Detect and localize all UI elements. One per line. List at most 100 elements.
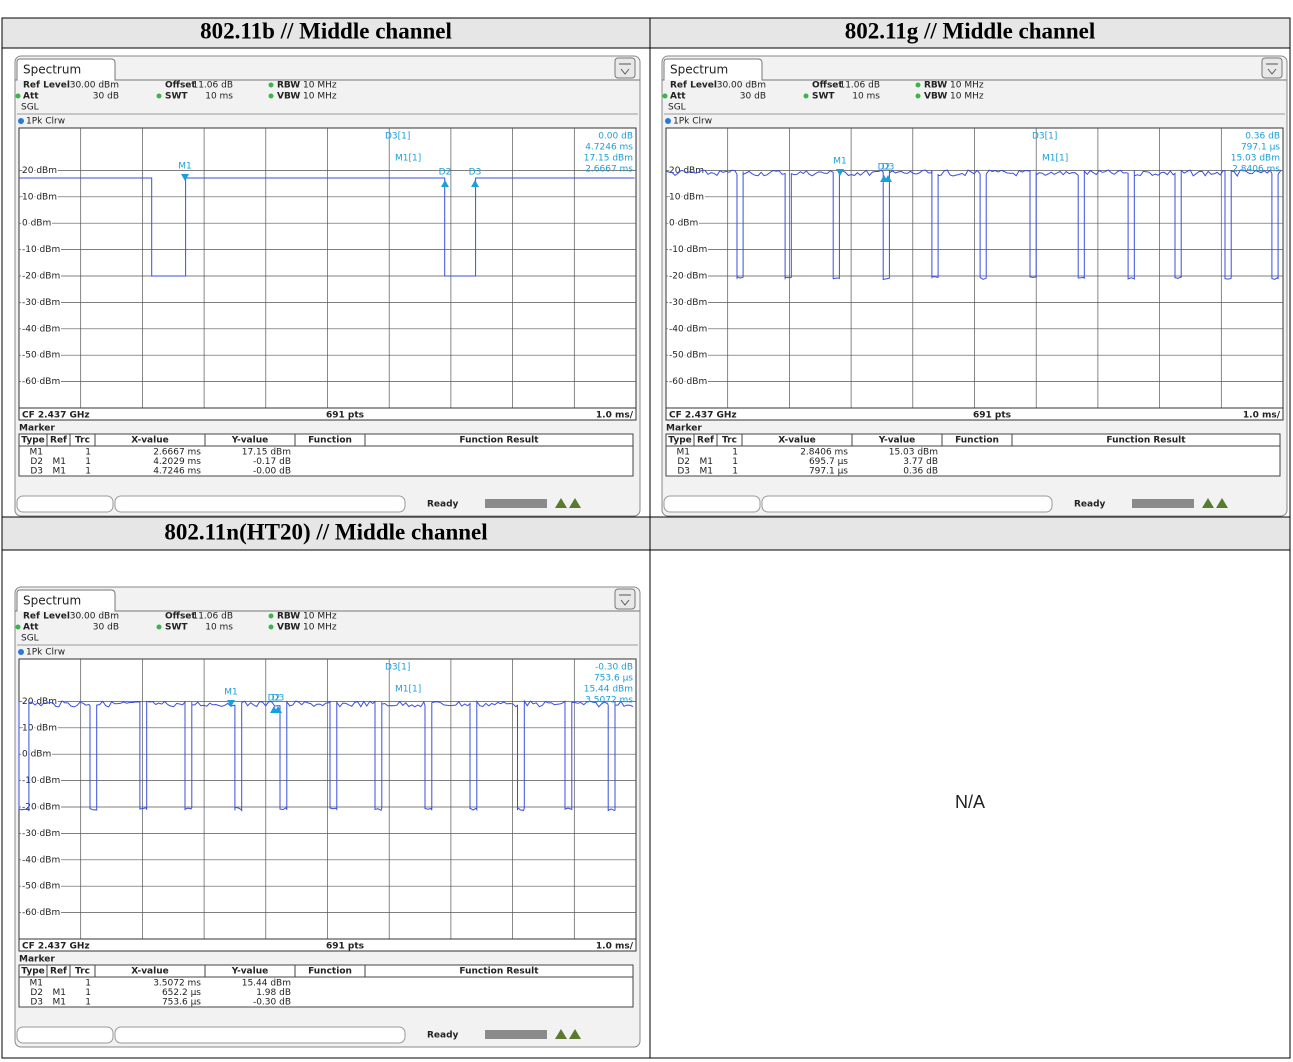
marker-info: 0.36 dB [1245, 132, 1280, 142]
setting-text: 30.00 dBm [70, 612, 119, 622]
marker-title: Marker [666, 424, 702, 434]
marker-tag: M1 [833, 157, 847, 167]
progress-bar [485, 499, 547, 508]
y-axis-label: -60 dBm [22, 908, 60, 918]
marker-cell: 15.44 dBm [242, 979, 291, 989]
mode-text: SGL [668, 103, 686, 113]
setting-text: 10 MHz [303, 81, 337, 91]
marker-cell: 1 [85, 998, 91, 1008]
setting-text: 10 MHz [950, 92, 984, 102]
trace-label: 1Pk Clrw [26, 648, 65, 658]
marker-tag: M1 [178, 162, 192, 172]
status-box [114, 495, 406, 513]
y-axis-label: 0 dBm [22, 219, 51, 229]
marker-table [665, 433, 1281, 477]
marker-cell: D2 [677, 457, 690, 467]
marker-info: 753.6 µs [594, 674, 633, 684]
setting-text: 30.00 dBm [70, 81, 119, 91]
footer-text: CF 2.437 GHz [22, 411, 90, 421]
footer-text: 691 pts [326, 942, 364, 952]
setting-text: 10 MHz [303, 92, 337, 102]
setting-text: 10 ms [205, 623, 233, 633]
marker-column: Type [21, 436, 44, 446]
setting-text: VBW [924, 92, 947, 102]
y-axis-label: -20 dBm [22, 272, 60, 282]
status-dot [15, 624, 21, 630]
marker-cell: D3 [677, 467, 690, 477]
marker-cell: M1 [30, 448, 44, 458]
tab-shape [15, 58, 640, 81]
marker-cell: 0.36 dB [903, 467, 938, 477]
marker-triangle [274, 706, 282, 713]
y-axis-label: -40 dBm [22, 855, 60, 865]
status-text: Ready [1074, 500, 1106, 510]
marker-column: Ref [50, 436, 67, 446]
marker-column: Trc [75, 967, 90, 977]
status-dot [156, 624, 162, 630]
trace-label: 1Pk Clrw [673, 117, 712, 127]
marker-cell: 1 [85, 448, 91, 458]
marker-cell: D3 [30, 998, 43, 1008]
setting-text: 10 MHz [950, 81, 984, 91]
y-axis-label: 0 dBm [22, 750, 51, 760]
marker-info: 15.03 dBm [1231, 154, 1280, 164]
trace-dot [665, 118, 671, 124]
setting-text: Ref Level [23, 612, 70, 622]
setting-text: RBW [924, 81, 947, 91]
marker-info: D3[1] [385, 132, 410, 142]
status-dot [268, 613, 274, 619]
status-box [16, 1026, 114, 1044]
footer-text: CF 2.437 GHz [22, 942, 90, 952]
setting-text: 30 dB [740, 92, 766, 102]
status-dot [803, 93, 809, 99]
marker-title: Marker [19, 424, 55, 434]
setting-text: 11.06 dB [192, 81, 233, 91]
setting-text: Offset [165, 81, 196, 91]
marker-info: 4.7246 ms [585, 143, 633, 153]
setting-text: VBW [277, 92, 300, 102]
status-dot [268, 82, 274, 88]
menu-icon [614, 57, 636, 79]
marker-cell: M1 [700, 457, 714, 467]
y-axis-label: 10 dBm [22, 192, 57, 202]
setting-text: 10 ms [852, 92, 880, 102]
footer-text: 1.0 ms/ [596, 411, 634, 421]
marker-cell: D2 [30, 457, 43, 467]
y-axis-label: -50 dBm [22, 351, 60, 361]
marker-cell: 1 [732, 448, 738, 458]
status-dot [915, 82, 921, 88]
marker-cell: 2.6667 ms [153, 448, 201, 458]
marker-triangle [884, 175, 892, 182]
y-axis-label: -60 dBm [669, 377, 707, 387]
table-border [1, 17, 1291, 1059]
y-axis-label: -10 dBm [669, 245, 707, 255]
marker-info: 17.15 dBm [584, 154, 633, 164]
marker-tag: D3 [469, 168, 482, 178]
marker-info: M1[1] [1042, 154, 1068, 164]
status-icon [555, 498, 581, 508]
setting-text: 10 MHz [303, 623, 337, 633]
y-axis-label: -30 dBm [22, 829, 60, 839]
marker-cell: 4.2029 ms [153, 457, 201, 467]
footer-bar [18, 938, 637, 952]
setting-text: SWT [165, 623, 188, 633]
setting-text: Att [23, 623, 39, 633]
menu-icon [1261, 57, 1283, 79]
marker-cell: M1 [700, 467, 714, 477]
status-text: Ready [427, 500, 459, 510]
marker-triangle [471, 180, 479, 187]
marker-cell: D3 [30, 467, 43, 477]
marker-cell: 1 [85, 979, 91, 989]
status-dot [268, 93, 274, 99]
na-text: N/A [955, 792, 985, 812]
status-box [16, 495, 114, 513]
marker-tag: D2 [439, 168, 452, 178]
trace-dot [18, 118, 24, 124]
trace-label: 1Pk Clrw [26, 117, 65, 127]
footer-bar [18, 407, 637, 421]
setting-text: SWT [812, 92, 835, 102]
footer-bar [665, 407, 1284, 421]
